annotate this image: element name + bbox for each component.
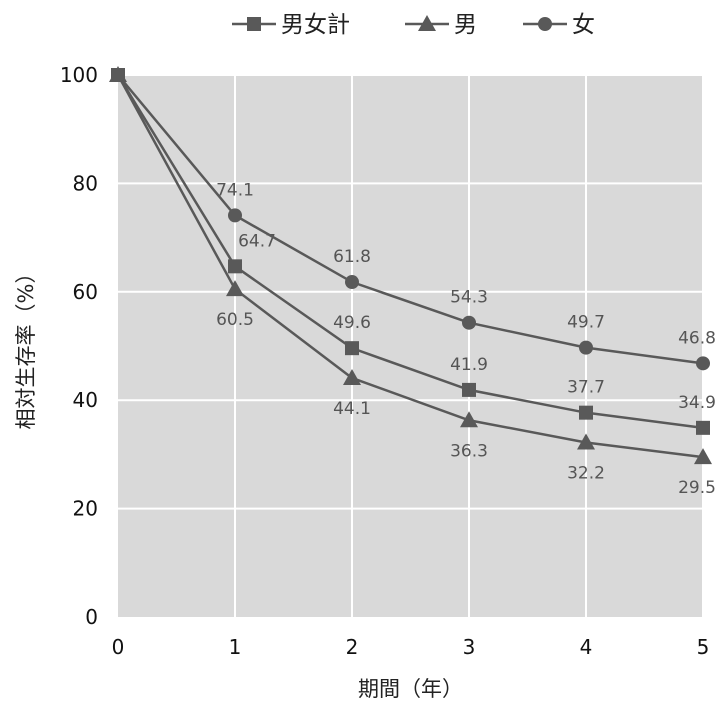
legend-marker-triangle [418, 15, 436, 31]
data-label: 32.2 [567, 463, 605, 483]
data-point-triangle [226, 280, 244, 297]
data-label: 34.9 [678, 393, 716, 413]
data-point-triangle [577, 433, 595, 450]
legend-label: 女 [572, 12, 595, 38]
data-label: 41.9 [450, 355, 488, 375]
data-label: 46.8 [678, 328, 716, 348]
series-line-square [116, 74, 704, 430]
data-label: 29.5 [678, 478, 716, 498]
legend-label: 男 [454, 12, 477, 38]
data-point-circle [579, 340, 593, 355]
data-label: 49.7 [567, 313, 605, 333]
y-tick-label: 80 [73, 171, 98, 195]
data-point-triangle [694, 448, 712, 465]
data-point-circle [228, 208, 242, 223]
data-label: 54.3 [450, 288, 488, 308]
data-point-square [228, 259, 242, 274]
y-axis-title: 相対生存率（%） [14, 263, 38, 430]
y-tick-label: 0 [85, 605, 98, 629]
x-tick-label: 4 [580, 635, 593, 659]
data-label: 49.6 [333, 313, 371, 333]
data-point-square [345, 341, 359, 356]
y-tick-label: 60 [73, 280, 98, 304]
series-line-circle [117, 74, 704, 365]
y-tick-label: 100 [60, 63, 98, 87]
x-tick-label: 1 [229, 635, 242, 659]
x-tick-label: 2 [346, 635, 359, 659]
x-tick-label: 3 [463, 635, 476, 659]
x-tick-label: 5 [697, 635, 710, 659]
plot-area [118, 75, 703, 617]
data-point-circle [111, 68, 125, 82]
legend-marker-circle [538, 17, 552, 31]
legend-marker-square [247, 17, 261, 31]
data-label: 61.8 [333, 247, 371, 267]
data-label: 60.5 [216, 310, 254, 330]
data-point-square [462, 382, 476, 397]
data-label: 44.1 [333, 399, 371, 419]
data-point-square [696, 420, 710, 435]
y-tick-label: 20 [73, 497, 98, 521]
data-point-circle [462, 315, 476, 330]
data-label: 64.7 [238, 231, 276, 251]
data-label: 37.7 [567, 378, 605, 398]
series-line-triangle [116, 74, 704, 459]
x-axis-title: 期間（年） [358, 677, 463, 701]
data-label: 36.3 [450, 441, 488, 461]
legend-label: 男女計 [281, 12, 350, 38]
data-point-square [579, 405, 593, 420]
data-label: 74.1 [216, 180, 254, 200]
data-point-circle [345, 275, 359, 290]
data-point-circle [696, 356, 710, 371]
data-point-triangle [343, 368, 361, 385]
y-tick-label: 40 [73, 388, 98, 412]
x-tick-label: 0 [112, 635, 125, 659]
data-point-triangle [460, 411, 478, 428]
